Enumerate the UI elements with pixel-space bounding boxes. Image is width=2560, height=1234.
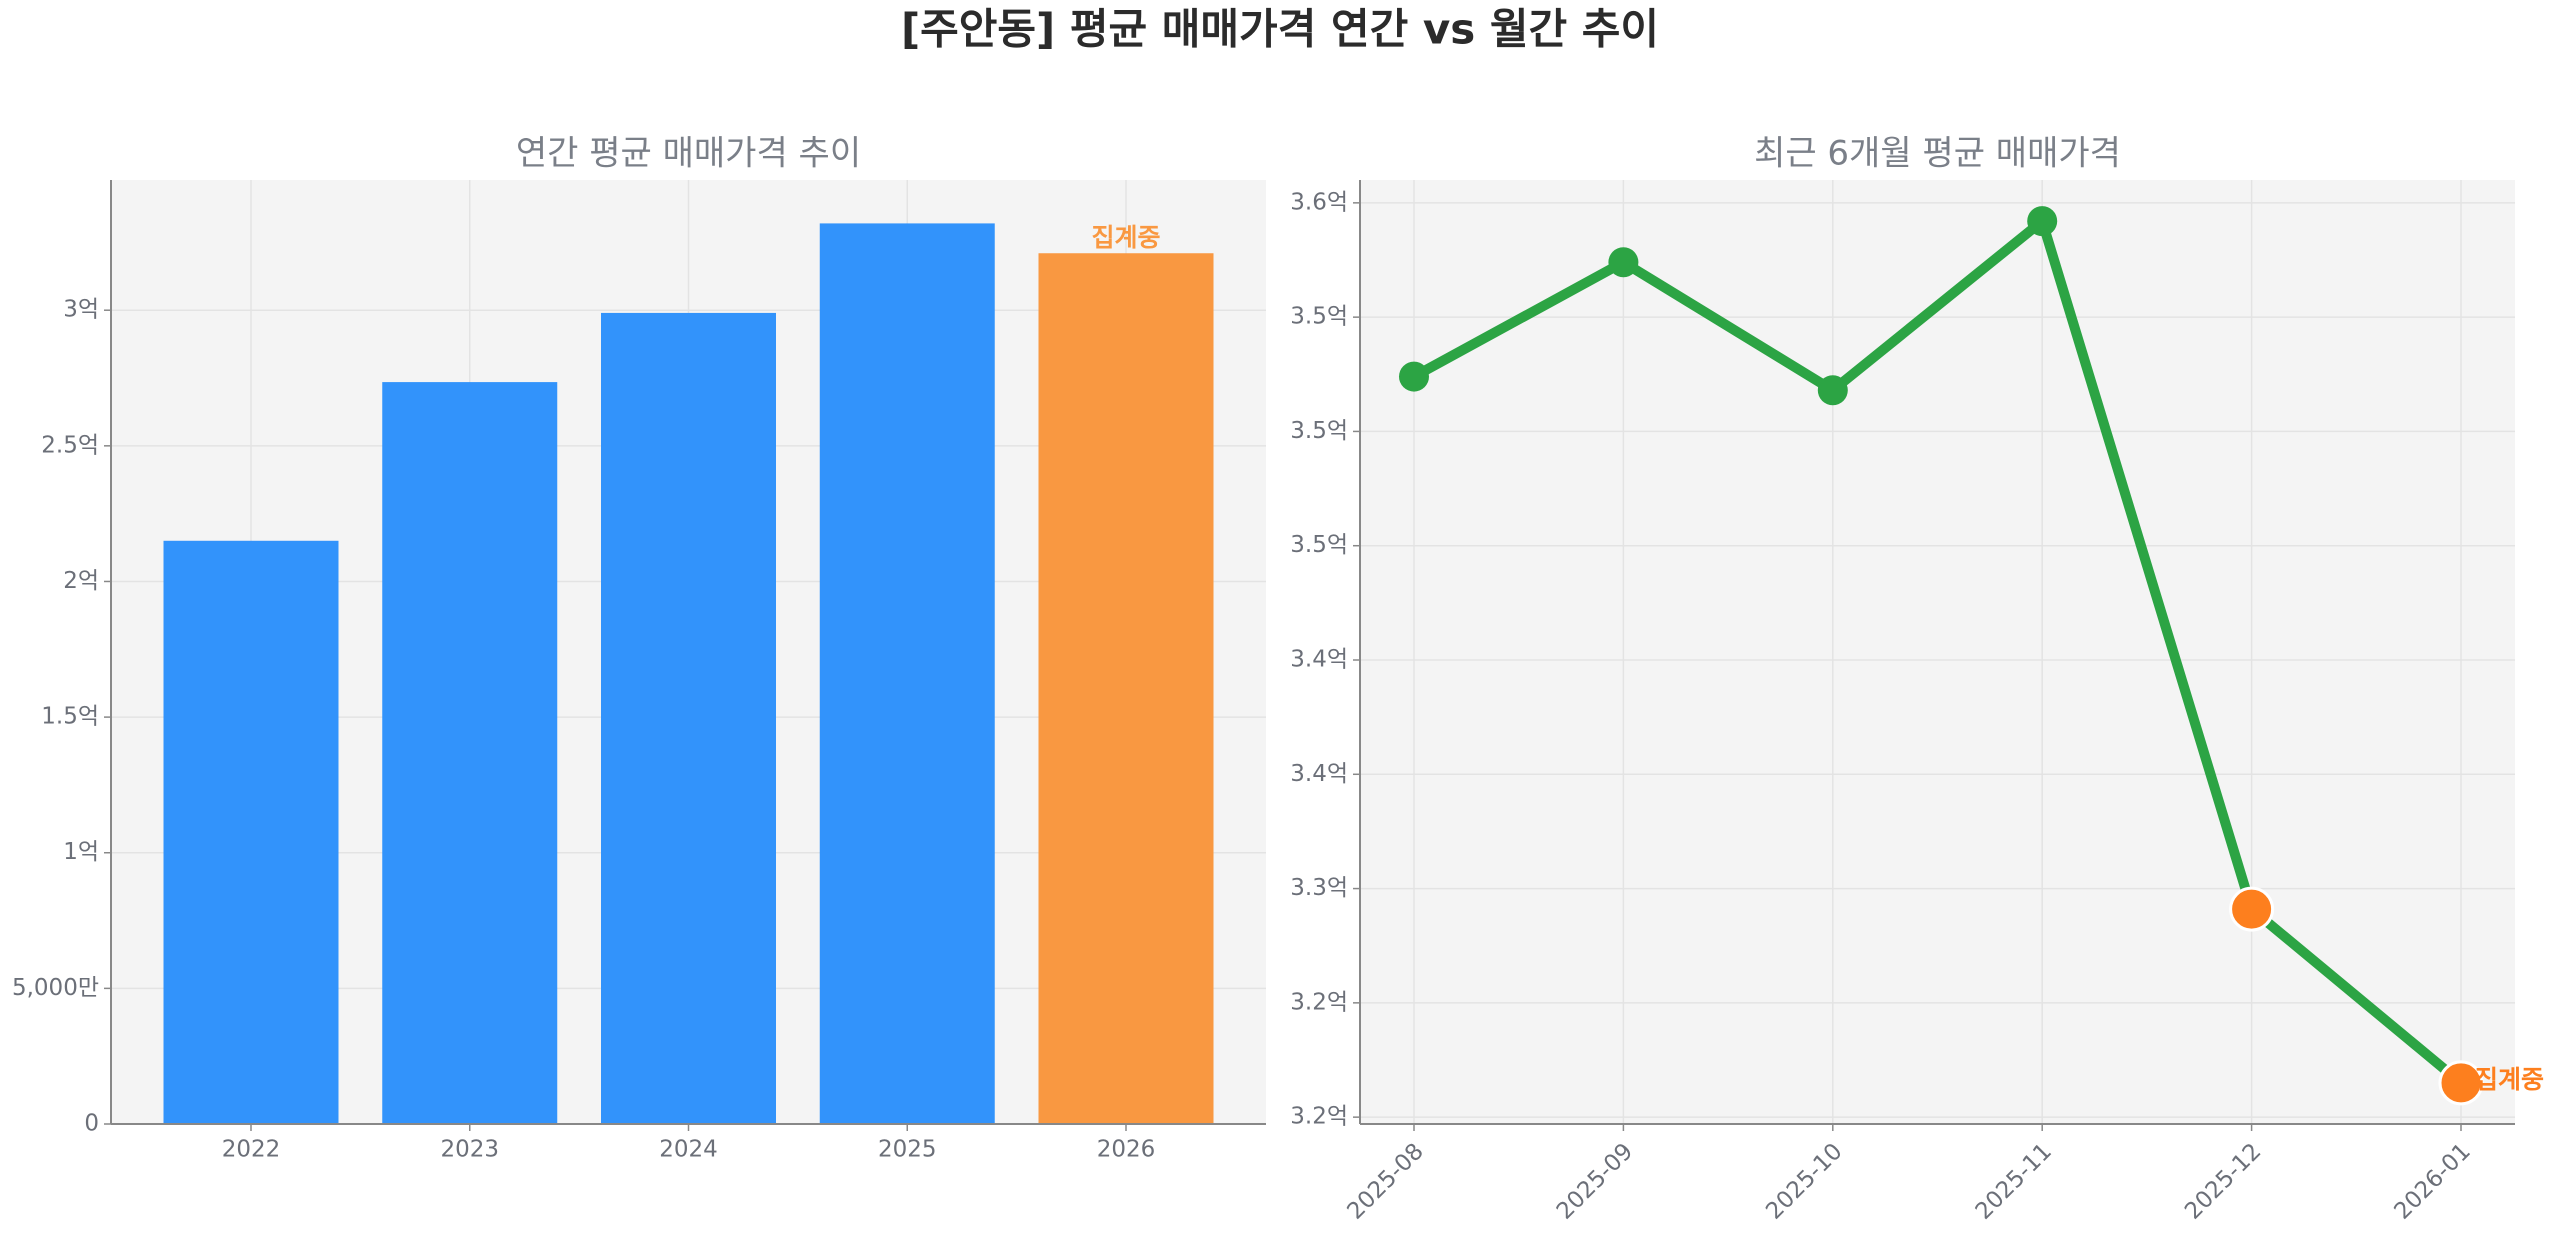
y-tick-label: 3.5억 bbox=[1290, 418, 1348, 444]
x-tick-label: 2025 bbox=[878, 1137, 937, 1163]
y-tick-label: 2.5억 bbox=[41, 432, 99, 458]
x-tick-label: 2025-11 bbox=[1971, 1138, 2057, 1224]
y-tick-label: 3.2억 bbox=[1290, 989, 1348, 1015]
marker bbox=[2438, 1060, 2484, 1106]
marker bbox=[2229, 886, 2275, 932]
y-tick-label: 0 bbox=[84, 1111, 99, 1137]
subplot: 연간 평균 매매가격 추이 0 5,000만 1억 1.5억 2억 2.5억 3억 2022 20… bbox=[12, 134, 1266, 1163]
figure-title: [주안동] 평균 매매가격 연간 vs 월간 추이 bbox=[901, 5, 1659, 54]
bar bbox=[163, 540, 339, 1124]
subplot: 최근 6개월 평균 매매가격 3.2억 3.2억 3.3억 3.4억 3.4억 3.5억 3.… bbox=[1290, 134, 2544, 1225]
bar bbox=[382, 382, 558, 1125]
line bbox=[1411, 216, 2465, 1087]
x-tick-label: 2022 bbox=[222, 1137, 281, 1163]
x-tick-label: 2025-08 bbox=[1342, 1138, 1428, 1224]
y-tick-label: 3.5억 bbox=[1290, 532, 1348, 558]
x-tick-label: 2025-12 bbox=[2180, 1138, 2266, 1224]
x-tick-label: 2024 bbox=[659, 1137, 718, 1163]
subplot-title: 연간 평균 매매가격 추이 bbox=[516, 134, 861, 174]
marker bbox=[1399, 361, 1429, 392]
y-tick-label: 3.6억 bbox=[1290, 189, 1348, 215]
y-tick-label: 3.3억 bbox=[1290, 875, 1348, 901]
marker bbox=[1817, 375, 1848, 406]
x-tick-label: 2026 bbox=[1097, 1137, 1156, 1163]
bar bbox=[1038, 253, 1214, 1124]
bar bbox=[819, 223, 995, 1125]
y-tick-label: 3.2억 bbox=[1290, 1104, 1348, 1130]
marker bbox=[1608, 247, 1639, 278]
y-tick-label: 3.5억 bbox=[1290, 304, 1348, 330]
y-tick-label: 1.5억 bbox=[41, 704, 99, 730]
x-tick-label: 2025-09 bbox=[1552, 1138, 1638, 1224]
y-tick-label: 3.4억 bbox=[1290, 647, 1348, 673]
y-tick-label: 2억 bbox=[63, 568, 99, 594]
annotation: 집계중 bbox=[1091, 223, 1160, 252]
marker bbox=[2027, 206, 2058, 237]
y-tick-label: 1억 bbox=[63, 839, 99, 865]
x-tick-label: 2026-01 bbox=[2389, 1138, 2475, 1224]
y-tick-label: 5,000만 bbox=[12, 975, 99, 1001]
bar bbox=[601, 312, 776, 1124]
x-tick-label: 2025-10 bbox=[1761, 1138, 1847, 1224]
annotation: 집계중 bbox=[2475, 1065, 2544, 1094]
y-tick-label: 3.4억 bbox=[1290, 761, 1348, 787]
x-tick-label: 2023 bbox=[440, 1137, 499, 1163]
subplot-title: 최근 6개월 평균 매매가격 bbox=[1754, 134, 2121, 174]
y-tick-label: 3억 bbox=[63, 297, 99, 323]
